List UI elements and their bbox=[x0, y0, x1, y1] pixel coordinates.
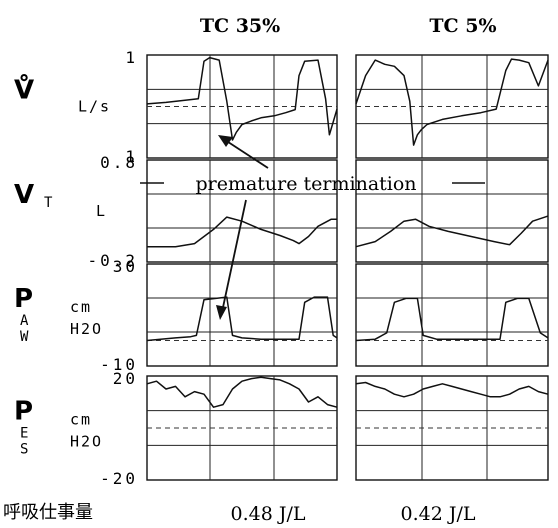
row-symbol-3: P bbox=[14, 397, 33, 427]
footer-value-tc5: 0.42 J/L bbox=[401, 503, 476, 525]
row-symbol-2: P bbox=[14, 284, 33, 314]
panel-3-1 bbox=[355, 375, 549, 481]
column-title-tc5: TC 5% bbox=[429, 15, 496, 37]
row-subscript-3-0: E bbox=[20, 426, 28, 442]
panel-frame bbox=[355, 159, 549, 263]
panel-2-0 bbox=[146, 263, 338, 367]
tick-top-3: 20 bbox=[113, 369, 138, 388]
panel-frame bbox=[146, 159, 338, 263]
tick-bottom-0: 1 bbox=[125, 147, 138, 166]
footer-value-tc35: 0.48 J/L bbox=[231, 503, 306, 525]
tick-bottom-3: -20 bbox=[100, 469, 138, 488]
series-line-3-1 bbox=[355, 381, 549, 398]
panel-frame bbox=[146, 263, 338, 367]
row-unit-2-0: cm bbox=[70, 298, 92, 316]
tick-top-0: 1 bbox=[125, 48, 138, 67]
series-line-2-1 bbox=[355, 297, 549, 342]
row-unit-2-1: H2O bbox=[70, 320, 103, 338]
row-unit-3-0: cm bbox=[70, 411, 92, 429]
tick-top-2: 30 bbox=[113, 257, 138, 276]
series-line-2-0 bbox=[146, 296, 338, 342]
tick-top-1: 0.8 bbox=[100, 153, 138, 172]
panel-0-1 bbox=[355, 54, 549, 159]
panel-3-0 bbox=[146, 375, 338, 481]
annotation-arrow-lower bbox=[221, 199, 247, 313]
annotation-arrowhead-lower bbox=[216, 305, 227, 320]
row-symbol-1: V bbox=[14, 180, 34, 210]
series-line-1-1 bbox=[355, 215, 549, 248]
row-subscript-2-0: A bbox=[20, 313, 29, 329]
series-line-1-0 bbox=[147, 216, 337, 248]
column-title-tc35: TC 35% bbox=[200, 15, 280, 37]
row-unit-0-0: L/s bbox=[78, 98, 111, 116]
premature-termination-annotation: premature termination bbox=[140, 135, 485, 320]
row-unit-1-0: L bbox=[96, 202, 107, 220]
series-line-0-0 bbox=[146, 56, 338, 141]
row-subscript-3-1: S bbox=[20, 442, 28, 458]
annotation-arrow-upper bbox=[221, 137, 269, 169]
tick-bottom-2: -10 bbox=[100, 355, 138, 374]
series-line-0-1 bbox=[355, 58, 549, 146]
panel-frame bbox=[355, 263, 549, 367]
row-subscript-1-0: T bbox=[44, 195, 53, 211]
row-unit-3-1: H2O bbox=[70, 433, 103, 451]
annotation-text: premature termination bbox=[195, 173, 416, 195]
panel-1-1 bbox=[355, 159, 549, 263]
footer-label: 呼吸仕事量 bbox=[3, 502, 93, 523]
panel-1-0 bbox=[146, 159, 338, 263]
row-subscript-2-1: W bbox=[20, 329, 29, 345]
panel-2-1 bbox=[355, 263, 549, 367]
tick-bottom-1: -0.2 bbox=[87, 251, 138, 270]
panel-0-0 bbox=[146, 54, 338, 159]
row-symbol-0: V̊ bbox=[14, 73, 34, 106]
series-line-3-0 bbox=[146, 376, 338, 408]
annotation-arrowhead-upper bbox=[218, 135, 233, 147]
